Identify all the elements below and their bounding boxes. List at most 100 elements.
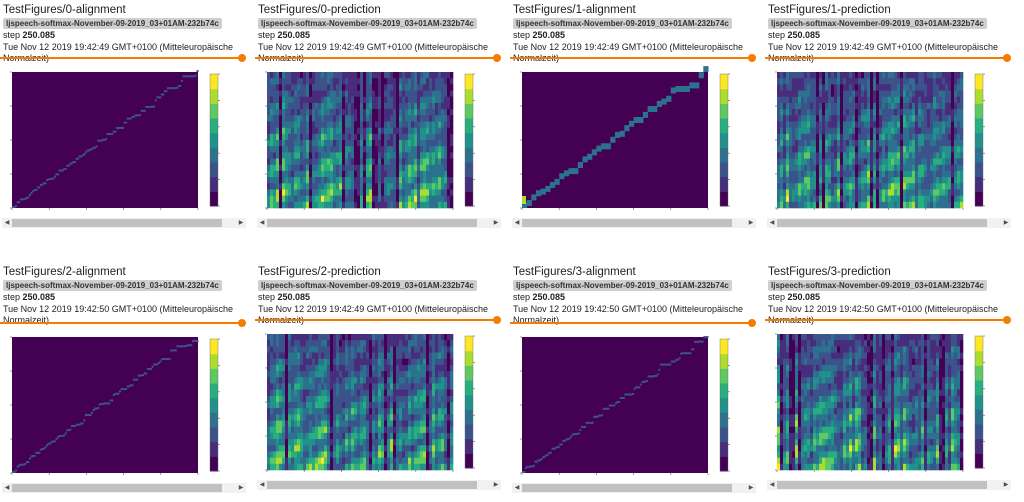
step-info: step 250.085 [258, 30, 310, 40]
scroll-left-arrow-icon[interactable]: ◀ [767, 480, 777, 490]
step-value: 250.085 [23, 30, 56, 40]
run-name-badge: ljspeech-softmax-November-09-2019_03+01A… [258, 280, 477, 291]
scrollbar-thumb[interactable] [267, 481, 477, 489]
step-value: 250.085 [23, 292, 56, 302]
run-name-badge: ljspeech-softmax-November-09-2019_03+01A… [513, 18, 732, 29]
figure-svg [2, 66, 246, 216]
step-info: step 250.085 [3, 30, 55, 40]
scroll-left-arrow-icon[interactable]: ◀ [2, 483, 12, 493]
scrollbar-thumb[interactable] [522, 484, 732, 492]
figure-image [257, 328, 501, 478]
scroll-left-arrow-icon[interactable]: ◀ [512, 218, 522, 228]
scroll-right-arrow-icon[interactable]: ▶ [1001, 480, 1011, 490]
card-title: TestFigures/3-prediction [768, 266, 891, 278]
image-card: TestFigures/0-prediction ljspeech-softma… [255, 0, 503, 240]
step-slider-handle[interactable] [238, 54, 246, 62]
figure-svg [512, 331, 756, 481]
scrollbar-thumb[interactable] [12, 219, 222, 227]
scroll-right-arrow-icon[interactable]: ▶ [746, 218, 756, 228]
horizontal-scrollbar[interactable]: ◀ ▶ [257, 218, 501, 228]
timestamp: Tue Nov 12 2019 19:42:49 GMT+0100 (Mitte… [258, 304, 498, 326]
card-title: TestFigures/0-prediction [258, 4, 381, 16]
step-value: 250.085 [788, 30, 821, 40]
run-name-badge: ljspeech-softmax-November-09-2019_03+01A… [768, 18, 987, 29]
scroll-right-arrow-icon[interactable]: ▶ [491, 218, 501, 228]
step-slider-track[interactable] [255, 57, 498, 59]
step-slider-handle[interactable] [1003, 316, 1011, 324]
step-slider-track[interactable] [510, 57, 753, 59]
scroll-right-arrow-icon[interactable]: ▶ [236, 483, 246, 493]
horizontal-scrollbar[interactable]: ◀ ▶ [767, 218, 1011, 228]
step-label: step [3, 30, 20, 40]
image-card: TestFigures/2-prediction ljspeech-softma… [255, 262, 503, 502]
figure-image [2, 331, 246, 481]
step-info: step 250.085 [513, 30, 565, 40]
horizontal-scrollbar[interactable]: ◀ ▶ [2, 218, 246, 228]
step-label: step [513, 292, 530, 302]
scroll-left-arrow-icon[interactable]: ◀ [257, 480, 267, 490]
step-slider-track[interactable] [0, 322, 243, 324]
step-slider-track[interactable] [765, 57, 1008, 59]
figure-svg [257, 328, 501, 478]
card-title: TestFigures/1-alignment [513, 4, 636, 16]
card-title: TestFigures/1-prediction [768, 4, 891, 16]
step-label: step [258, 292, 275, 302]
step-slider-handle[interactable] [493, 316, 501, 324]
horizontal-scrollbar[interactable]: ◀ ▶ [512, 483, 756, 493]
scroll-right-arrow-icon[interactable]: ▶ [1001, 218, 1011, 228]
card-title: TestFigures/3-alignment [513, 266, 636, 278]
step-info: step 250.085 [258, 292, 310, 302]
scroll-left-arrow-icon[interactable]: ◀ [512, 483, 522, 493]
horizontal-scrollbar[interactable]: ◀ ▶ [512, 218, 756, 228]
scroll-left-arrow-icon[interactable]: ◀ [2, 218, 12, 228]
step-slider-handle[interactable] [238, 319, 246, 327]
image-card: TestFigures/1-prediction ljspeech-softma… [765, 0, 1013, 240]
step-slider-handle[interactable] [748, 54, 756, 62]
timestamp: Tue Nov 12 2019 19:42:49 GMT+0100 (Mitte… [513, 42, 753, 64]
scrollbar-thumb[interactable] [12, 484, 222, 492]
step-slider-track[interactable] [255, 319, 498, 321]
step-value: 250.085 [533, 30, 566, 40]
timestamp: Tue Nov 12 2019 19:42:49 GMT+0100 (Mitte… [258, 42, 498, 64]
step-label: step [768, 292, 785, 302]
image-card: TestFigures/3-alignment ljspeech-softmax… [510, 262, 758, 502]
scrollbar-thumb[interactable] [267, 219, 477, 227]
horizontal-scrollbar[interactable]: ◀ ▶ [767, 480, 1011, 490]
scroll-left-arrow-icon[interactable]: ◀ [767, 218, 777, 228]
step-value: 250.085 [278, 30, 311, 40]
card-title: TestFigures/2-prediction [258, 266, 381, 278]
step-slider-handle[interactable] [493, 54, 501, 62]
scrollbar-thumb[interactable] [777, 481, 987, 489]
scroll-right-arrow-icon[interactable]: ▶ [236, 218, 246, 228]
scroll-left-arrow-icon[interactable]: ◀ [257, 218, 267, 228]
horizontal-scrollbar[interactable]: ◀ ▶ [2, 483, 246, 493]
figure-image [2, 66, 246, 216]
scrollbar-thumb[interactable] [777, 219, 987, 227]
image-card: TestFigures/1-alignment ljspeech-softmax… [510, 0, 758, 240]
step-slider-track[interactable] [510, 322, 753, 324]
figure-svg [257, 66, 501, 216]
step-slider-track[interactable] [765, 319, 1008, 321]
horizontal-scrollbar[interactable]: ◀ ▶ [257, 480, 501, 490]
step-value: 250.085 [278, 292, 311, 302]
scrollbar-thumb[interactable] [522, 219, 732, 227]
timestamp: Tue Nov 12 2019 19:42:50 GMT+0100 (Mitte… [768, 304, 1008, 326]
step-slider-handle[interactable] [1003, 54, 1011, 62]
figure-svg [2, 331, 246, 481]
step-slider-handle[interactable] [748, 319, 756, 327]
timestamp: Tue Nov 12 2019 19:42:49 GMT+0100 (Mitte… [768, 42, 1008, 64]
step-label: step [768, 30, 785, 40]
run-name-badge: ljspeech-softmax-November-09-2019_03+01A… [3, 280, 222, 291]
run-name-badge: ljspeech-softmax-November-09-2019_03+01A… [3, 18, 222, 29]
scroll-right-arrow-icon[interactable]: ▶ [746, 483, 756, 493]
figure-svg [767, 328, 1011, 478]
step-slider-track[interactable] [0, 57, 243, 59]
figure-image [767, 328, 1011, 478]
run-name-badge: ljspeech-softmax-November-09-2019_03+01A… [768, 280, 987, 291]
step-info: step 250.085 [768, 30, 820, 40]
timestamp: Tue Nov 12 2019 19:42:49 GMT+0100 (Mitte… [3, 42, 243, 64]
scroll-right-arrow-icon[interactable]: ▶ [491, 480, 501, 490]
figure-svg [767, 66, 1011, 216]
run-name-badge: ljspeech-softmax-November-09-2019_03+01A… [258, 18, 477, 29]
